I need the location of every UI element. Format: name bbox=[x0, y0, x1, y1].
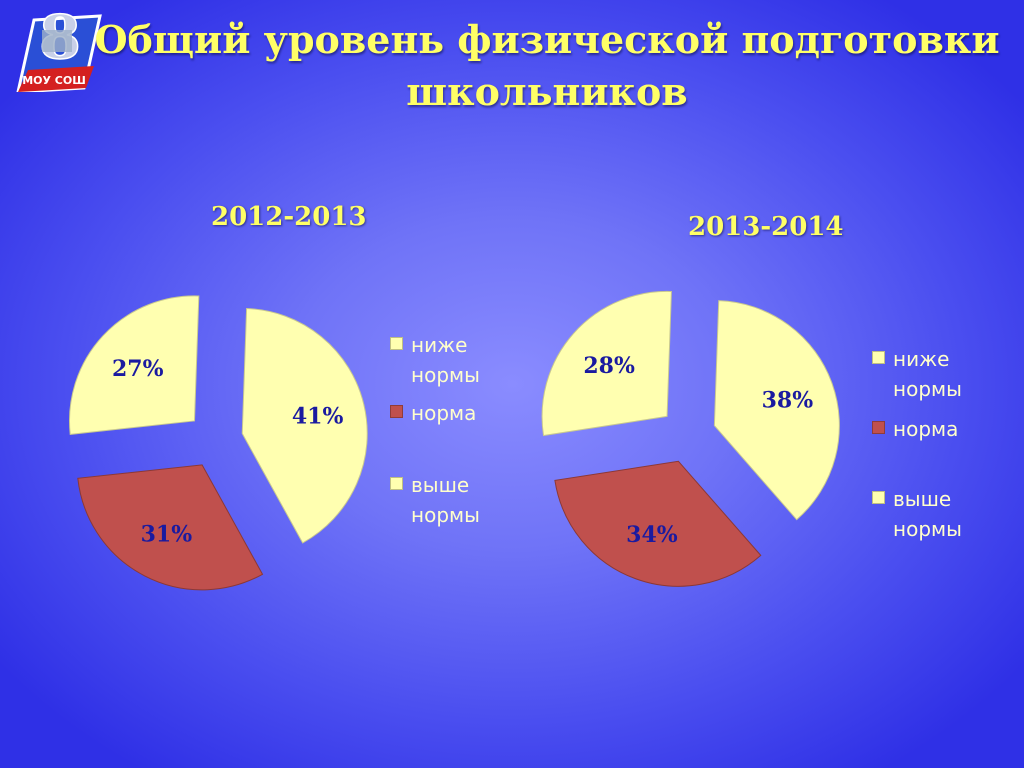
legend-item-norm: норма bbox=[390, 398, 501, 428]
legend-label: выше нормы bbox=[893, 487, 962, 541]
legend-swatch bbox=[390, 337, 403, 350]
chart-title-1: 2012-2013 bbox=[211, 202, 367, 232]
legend-label: ниже нормы bbox=[893, 347, 962, 401]
chart2-slice-above bbox=[541, 290, 672, 437]
legend-item-below: ниже нормы bbox=[872, 344, 983, 404]
legend-label: норма bbox=[893, 417, 959, 441]
legend-1: ниже нормы норма выше нормы bbox=[390, 330, 510, 540]
chart2-slice-norm bbox=[554, 460, 762, 587]
chart1-slice-above-label: 27% bbox=[112, 356, 164, 382]
legend-label: норма bbox=[411, 401, 477, 425]
legend-2: ниже нормы норма выше нормы bbox=[872, 344, 1002, 554]
legend-swatch bbox=[872, 491, 885, 504]
legend-swatch bbox=[872, 421, 885, 434]
legend-item-norm: норма bbox=[872, 414, 983, 444]
chart1-slice-below bbox=[241, 308, 368, 544]
chart1-slice-above bbox=[69, 295, 200, 435]
chart2-slice-below bbox=[713, 300, 840, 521]
legend-item-above: выше нормы bbox=[872, 484, 983, 544]
chart1-slice-norm bbox=[77, 464, 264, 591]
chart1-slice-below-label: 41% bbox=[292, 403, 344, 429]
legend-item-below: ниже нормы bbox=[390, 330, 501, 390]
legend-swatch bbox=[390, 477, 403, 490]
chart-title-2: 2013-2014 bbox=[688, 212, 844, 242]
chart2-slice-below-label: 38% bbox=[762, 388, 814, 414]
logo-text: МОУ СОШ bbox=[22, 74, 86, 87]
school-emblem-icon: 8 МОУ СОШ bbox=[16, 12, 102, 92]
legend-swatch bbox=[390, 405, 403, 418]
legend-label: выше нормы bbox=[411, 473, 480, 527]
legend-swatch bbox=[872, 351, 885, 364]
chart1-slice-norm-label: 31% bbox=[141, 522, 193, 548]
chart2-slice-norm-label: 34% bbox=[626, 522, 678, 548]
page-title: Общий уровень физической подготовки школ… bbox=[94, 17, 1000, 114]
legend-item-above: выше нормы bbox=[390, 470, 501, 530]
chart2-slice-above-label: 28% bbox=[583, 353, 635, 379]
legend-label: ниже нормы bbox=[411, 333, 480, 387]
